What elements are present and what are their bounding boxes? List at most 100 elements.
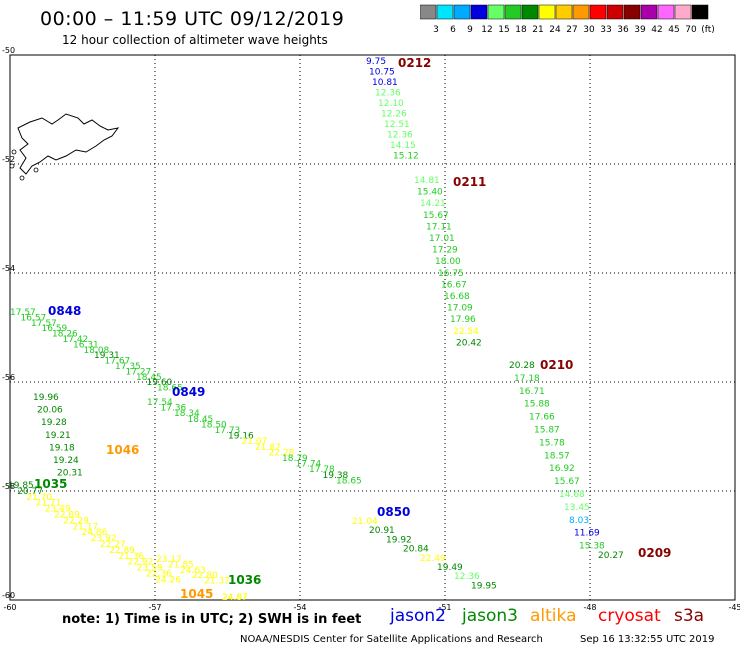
latitude-tick-label: -60 [2, 591, 15, 600]
color-bin-label: 36 [617, 25, 629, 35]
wave-height-reading: 12.36 [454, 572, 480, 582]
wave-height-reading: 21.70 [26, 493, 52, 503]
latitude-tick-label: -54 [2, 264, 15, 273]
color-bin-swatch [589, 4, 607, 20]
longitude-tick-label: -48 [583, 603, 596, 610]
wave-height-reading: 15.87 [534, 426, 560, 436]
wave-height-reading: 20.06 [37, 406, 63, 416]
wave-height-reading: 17.57 [31, 319, 57, 329]
wave-height-reading: 12.36 [375, 89, 401, 99]
wave-height-reading: 17.09 [447, 304, 473, 314]
wave-height-reading: 19.16 [228, 432, 254, 442]
wave-height-reading: 18.00 [435, 257, 461, 267]
wave-height-reading: 17.96 [450, 315, 476, 325]
wave-height-reading: 20.77 [17, 487, 43, 497]
wave-height-reading: 21.71 [36, 499, 62, 509]
wave-height-reading: 19.24 [53, 456, 79, 466]
wave-height-reading: 22.80 [192, 571, 218, 581]
pass-time-label: 0849 [172, 385, 205, 399]
wave-height-reading: 12.36 [387, 131, 413, 141]
wave-height-reading: 16.75 [438, 269, 464, 279]
wave-height-reading: 18.65 [157, 384, 183, 394]
longitude-tick-label: -60 [3, 603, 16, 610]
wave-height-reading: 18.57 [544, 451, 570, 461]
wave-height-reading: 19.18 [49, 443, 75, 453]
pass-time-label: 0209 [638, 546, 671, 560]
altimeter-tracks: 9.7510.7510.8112.3612.1012.2612.5112.361… [8, 56, 671, 603]
legend-jason2: jason2 [390, 606, 446, 626]
wave-height-reading: 16.31 [73, 340, 99, 350]
credit-line: NOAA/NESDIS Center for Satellite Applica… [240, 634, 543, 645]
wave-height-reading: 24.67 [222, 593, 248, 603]
wave-height-reading: 17.27 [126, 367, 152, 377]
wave-height-reading: 12.10 [378, 99, 404, 109]
wave-height-reading: 22.36 [146, 570, 172, 580]
color-bin-label: 45 [668, 25, 679, 35]
wave-height-reading: 13.45 [564, 503, 590, 513]
wave-height-reading: 9.75 [366, 57, 386, 67]
color-bin-label: 24 [549, 25, 561, 35]
color-unit-label: (ft) [701, 25, 715, 35]
wave-height-reading: 17.66 [529, 413, 555, 423]
wave-height-reading: 17.54 [147, 398, 173, 408]
wave-height-reading: 21.17 [72, 522, 98, 532]
wave-height-reading: 22.49 [420, 554, 446, 564]
longitude-tick-label: -54 [293, 603, 306, 610]
latitude-tick-label: -50 [2, 46, 15, 55]
wave-height-reading: 22.28 [269, 448, 295, 458]
wave-height-reading: 17.67 [105, 357, 131, 367]
wave-height-reading: 16.92 [549, 464, 575, 474]
wave-height-map: -60 -57 -54 -51 -48 -45-50-52-54-56-58-609.75… [2, 46, 740, 610]
legend-s3a: s3a [674, 606, 705, 626]
color-bin-label: 6 [450, 25, 456, 35]
wave-height-reading: 21.07 [242, 437, 268, 447]
wave-height-reading: 19.92 [386, 535, 412, 545]
color-bin-label: 3 [433, 25, 439, 35]
wave-height-reading: 18.65 [336, 476, 362, 486]
pass-time-label: 1035 [34, 477, 67, 491]
wave-height-reading: 18.08 [84, 346, 110, 356]
legend-altika: altika [530, 606, 577, 626]
wave-height-reading: 14.81 [414, 176, 440, 186]
wave-height-reading: 20.42 [456, 338, 482, 348]
color-bin-label: 21 [532, 25, 543, 35]
wave-height-reading: 16.67 [441, 280, 467, 290]
color-bin-swatch [538, 4, 556, 20]
wave-height-reading: 17.42 [63, 335, 89, 345]
wave-height-reading: 12.51 [384, 120, 410, 130]
wave-height-reading: 17.74 [296, 460, 322, 470]
wave-height-reading: 12.26 [381, 110, 407, 120]
wave-height-reading: 21.36 [118, 552, 144, 562]
island-outline [11, 149, 17, 155]
wave-height-reading: 23.59 [137, 564, 163, 574]
wave-height-reading: 15.67 [554, 477, 580, 487]
wave-height-reading: 16.59 [42, 324, 68, 334]
wave-height-reading: 21.85 [168, 560, 194, 570]
longitude-tick-label: -45 [728, 603, 740, 610]
wave-height-reading: 14.21 [420, 199, 446, 209]
island-outline [9, 163, 15, 169]
wave-height-reading: 23.49 [45, 505, 71, 515]
island-outline [19, 175, 25, 181]
wave-height-reading: 24.63 [180, 566, 206, 576]
wave-height-reading: 19.21 [45, 431, 71, 441]
color-bin-swatch [657, 4, 675, 20]
color-bin-swatch [521, 4, 539, 20]
color-bin-label: 30 [583, 25, 595, 35]
wave-height-reading: 15.67 [423, 211, 449, 221]
map-subtitle: 12 hour collection of altimeter wave hei… [62, 33, 328, 47]
color-legend: 3 6 9 12 15 18 21 24 27 30 33 36 39 42 45 70 (ft) [420, 4, 715, 35]
color-bin-swatch [555, 4, 573, 20]
color-bin-swatch [420, 4, 437, 20]
pass-time-label: 1036 [228, 573, 261, 587]
color-bin-label: 9 [467, 25, 473, 35]
wave-height-reading: 11.69 [574, 529, 600, 539]
wave-height-reading: 15.40 [417, 188, 443, 198]
map-title: 00:00 – 11:59 UTC 09/12/2019 [40, 8, 345, 30]
color-bin-label: 39 [634, 25, 646, 35]
color-bin-label: 42 [651, 25, 662, 35]
wave-height-reading: 8.03 [569, 516, 589, 526]
wave-height-reading: 17.57 [10, 308, 36, 318]
wave-height-reading: 24.37 [222, 593, 248, 603]
pass-time-label: 0211 [453, 175, 486, 189]
